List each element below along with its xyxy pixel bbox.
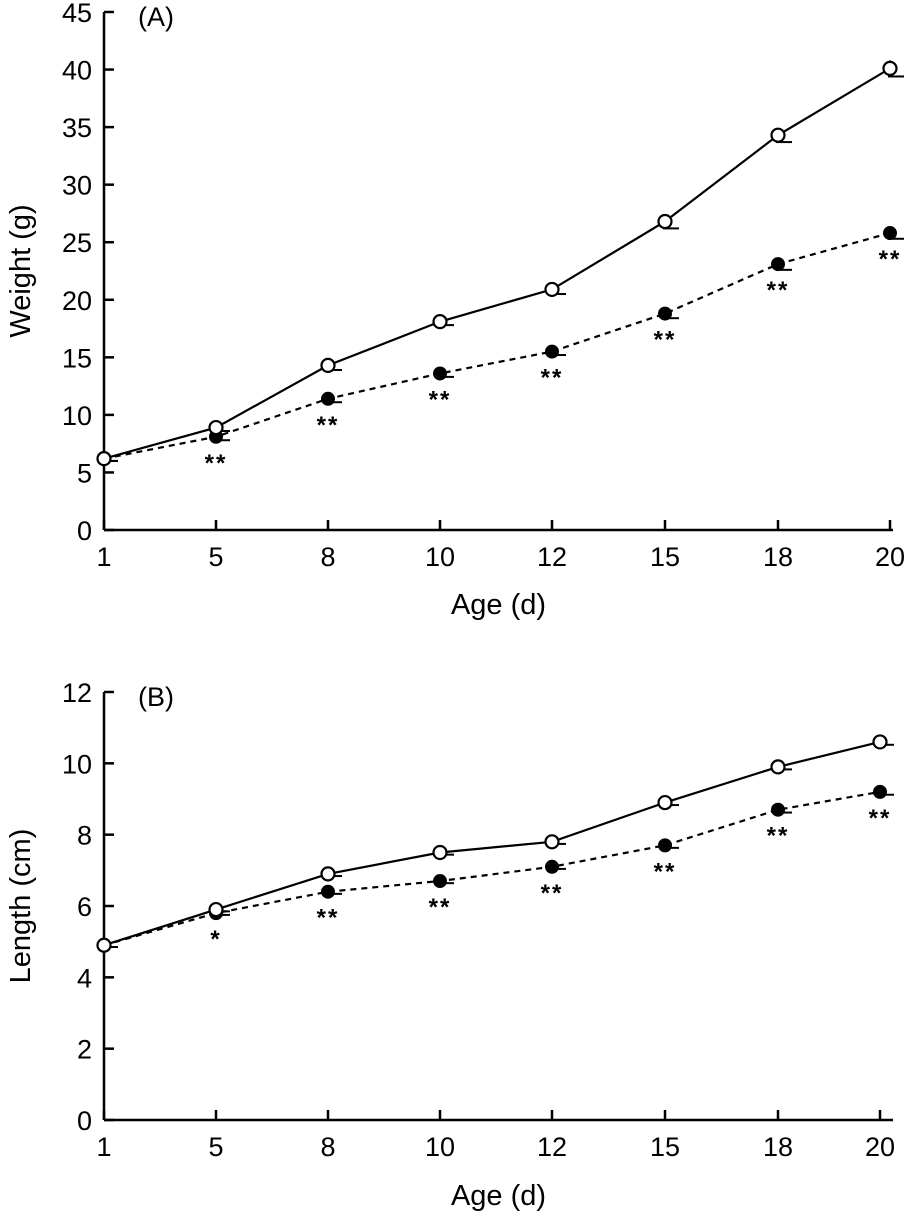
significance-label: ** bbox=[317, 412, 340, 439]
x-axis-label: Age (d) bbox=[451, 1180, 546, 1212]
panel-label: (B) bbox=[138, 682, 174, 712]
y-tick-label: 4 bbox=[77, 963, 92, 993]
significance-label: ** bbox=[869, 805, 892, 832]
panel-label: (A) bbox=[138, 2, 174, 32]
data-point-filled bbox=[433, 874, 447, 889]
data-point-filled bbox=[545, 344, 559, 359]
significance-label: ** bbox=[654, 858, 677, 885]
x-tick-label: 10 bbox=[425, 1132, 455, 1162]
series-line bbox=[103, 740, 881, 947]
data-point-open bbox=[208, 901, 224, 918]
y-tick-label: 0 bbox=[77, 516, 92, 546]
x-axis-label: Age (d) bbox=[451, 589, 546, 621]
data-point-open bbox=[96, 937, 112, 953]
y-tick-label: 25 bbox=[62, 228, 92, 258]
x-tick-label: 1 bbox=[96, 542, 111, 572]
data-point-open bbox=[657, 213, 673, 230]
data-point-open bbox=[882, 60, 898, 77]
series-open-circles bbox=[96, 734, 894, 953]
x-tick-label: 1 bbox=[96, 1132, 111, 1162]
y-tick-label: 8 bbox=[77, 821, 92, 851]
x-tick-label: 15 bbox=[650, 1132, 680, 1162]
data-point-open bbox=[432, 844, 448, 861]
significance-label: ** bbox=[767, 823, 790, 850]
y-axis-label: Weight (g) bbox=[5, 204, 37, 337]
significance-label: ** bbox=[879, 246, 902, 273]
y-tick-label: 15 bbox=[62, 343, 92, 373]
y-tick-label: 45 bbox=[62, 0, 92, 28]
y-axis-label: Length (cm) bbox=[5, 829, 37, 984]
data-point-filled bbox=[883, 226, 897, 241]
data-point-open bbox=[320, 357, 336, 373]
data-point-filled bbox=[321, 391, 335, 406]
x-tick-label: 20 bbox=[875, 542, 905, 572]
significance-label: * bbox=[210, 926, 221, 953]
y-tick-label: 2 bbox=[77, 1035, 92, 1065]
data-point-open bbox=[544, 281, 560, 298]
data-point-filled bbox=[321, 884, 335, 899]
data-point-open bbox=[770, 127, 786, 143]
data-point-open bbox=[872, 734, 888, 750]
data-point-open bbox=[432, 314, 448, 330]
data-point-filled bbox=[873, 784, 887, 799]
series-line bbox=[103, 790, 881, 947]
data-point-open bbox=[544, 834, 560, 850]
significance-label: ** bbox=[541, 880, 564, 907]
data-point-filled bbox=[433, 366, 447, 381]
data-point-filled bbox=[771, 802, 785, 817]
y-tick-label: 0 bbox=[77, 1106, 92, 1136]
y-tick-label: 6 bbox=[77, 892, 92, 922]
x-tick-label: 20 bbox=[865, 1132, 895, 1162]
x-tick-label: 15 bbox=[650, 542, 680, 572]
x-tick-label: 12 bbox=[537, 542, 567, 572]
x-tick-label: 10 bbox=[425, 542, 455, 572]
data-point-filled bbox=[771, 257, 785, 272]
y-tick-label: 12 bbox=[62, 678, 92, 708]
data-point-filled bbox=[658, 838, 672, 853]
data-point-open bbox=[657, 794, 673, 811]
x-tick-label: 8 bbox=[320, 542, 335, 572]
x-tick-label: 5 bbox=[208, 1132, 223, 1162]
data-point-open bbox=[96, 451, 112, 467]
y-tick-label: 40 bbox=[62, 56, 92, 86]
x-tick-label: 5 bbox=[208, 542, 223, 572]
x-tick-label: 18 bbox=[763, 542, 793, 572]
significance-label: ** bbox=[429, 386, 452, 413]
series-line bbox=[103, 67, 891, 460]
data-point-open bbox=[770, 759, 786, 775]
data-point-filled bbox=[658, 306, 672, 321]
x-tick-label: 8 bbox=[320, 1132, 335, 1162]
y-tick-label: 10 bbox=[62, 401, 92, 431]
x-tick-label: 12 bbox=[537, 1132, 567, 1162]
significance-label: ** bbox=[205, 450, 228, 477]
y-tick-label: 20 bbox=[62, 286, 92, 316]
significance-label: ** bbox=[317, 905, 340, 932]
significance-label: ** bbox=[429, 894, 452, 921]
x-tick-label: 18 bbox=[763, 1132, 793, 1162]
significance-label: ** bbox=[654, 327, 677, 354]
y-tick-label: 5 bbox=[77, 458, 92, 488]
data-point-open bbox=[320, 866, 336, 882]
y-tick-label: 10 bbox=[62, 749, 92, 779]
significance-label: ** bbox=[541, 365, 564, 392]
data-point-open bbox=[208, 419, 224, 436]
y-tick-label: 35 bbox=[62, 113, 92, 143]
y-tick-label: 30 bbox=[62, 171, 92, 201]
series-line bbox=[103, 231, 891, 460]
data-point-filled bbox=[545, 859, 559, 874]
series-open-circles bbox=[96, 60, 904, 467]
significance-label: ** bbox=[767, 277, 790, 304]
